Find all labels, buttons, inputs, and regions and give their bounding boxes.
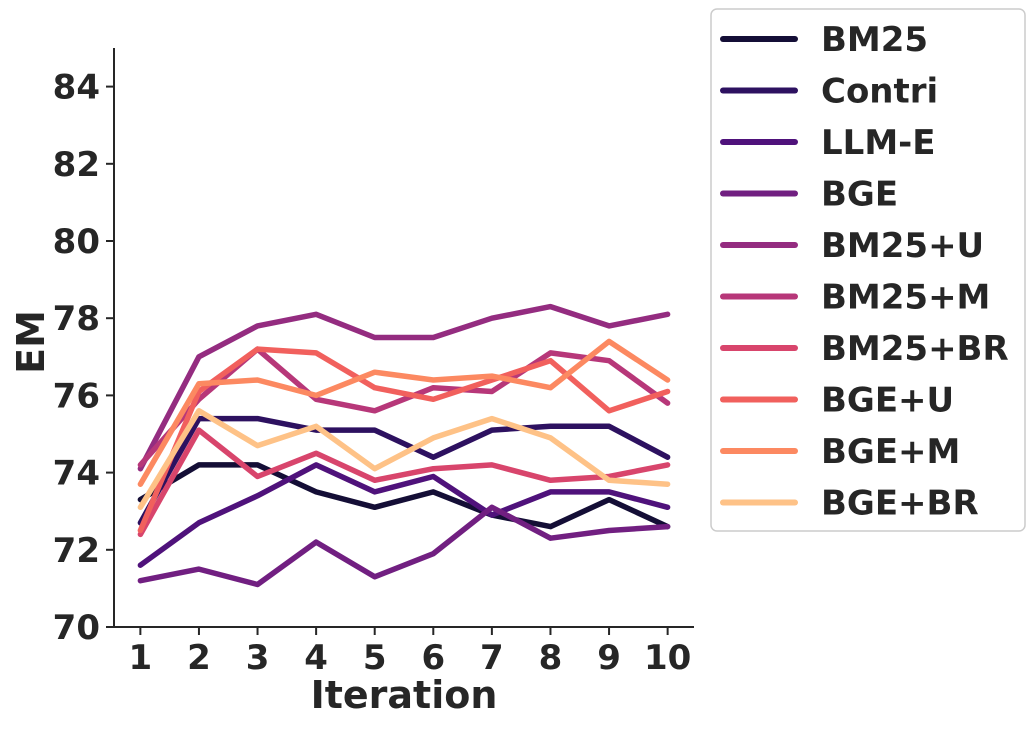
legend-label-bm25: BM25 bbox=[821, 20, 928, 60]
legend-label-contri: Contri bbox=[821, 72, 938, 112]
series-line-bm25-plus-m bbox=[137, 346, 671, 468]
x-tick-label: 9 bbox=[597, 638, 621, 678]
series-line-bge bbox=[137, 504, 671, 588]
x-tick-label: 7 bbox=[480, 638, 504, 678]
legend-label-bge-plus-m: BGE+M bbox=[821, 432, 960, 472]
x-tick-label: 2 bbox=[187, 638, 211, 678]
x-tick-label: 6 bbox=[421, 638, 445, 678]
y-tick-label: 70 bbox=[53, 608, 100, 648]
series-line-bm25-plus-br bbox=[137, 427, 671, 538]
series-line-contri bbox=[137, 415, 671, 526]
y-tick-label: 76 bbox=[53, 376, 100, 416]
y-tick-label: 74 bbox=[53, 454, 100, 494]
x-tick-label: 10 bbox=[644, 638, 691, 678]
x-tick-label: 3 bbox=[246, 638, 270, 678]
x-tick-label: 1 bbox=[129, 638, 153, 678]
legend-label-bge-plus-u: BGE+U bbox=[821, 381, 954, 421]
legend: BM25 Contri LLM-E BGE BM25+U BM25+M BM25+BR BGE… bbox=[710, 8, 1026, 532]
y-tick-label: 78 bbox=[53, 299, 100, 339]
series-line-bm25 bbox=[137, 462, 671, 530]
legend-label-bm25-plus-u: BM25+U bbox=[821, 226, 984, 266]
y-tick-label: 80 bbox=[53, 222, 100, 262]
y-axis-title: EM bbox=[9, 310, 53, 374]
series-line-bge-plus-u bbox=[137, 346, 671, 534]
x-tick-label: 8 bbox=[539, 638, 563, 678]
legend-label-llm-e: LLM-E bbox=[821, 123, 936, 163]
legend-label-bm25-plus-m: BM25+M bbox=[821, 278, 990, 318]
legend-label-bge: BGE bbox=[821, 175, 898, 215]
x-tick-label: 5 bbox=[363, 638, 387, 678]
series-line-bge-plus-m bbox=[137, 338, 671, 487]
legend-label-bge-plus-br: BGE+BR bbox=[821, 484, 979, 524]
x-axis-title: Iteration bbox=[311, 673, 498, 717]
series-lines bbox=[137, 303, 671, 588]
legend-label-bm25-plus-br: BM25+BR bbox=[821, 329, 1009, 369]
series-line-bm25-plus-u bbox=[137, 303, 671, 472]
y-tick-label: 84 bbox=[53, 68, 100, 108]
x-tick-label: 4 bbox=[304, 638, 328, 678]
y-tick-label: 82 bbox=[53, 145, 100, 185]
series-line-bge-plus-br bbox=[137, 408, 671, 511]
y-tick-label: 72 bbox=[53, 531, 100, 571]
series-line-llm-e bbox=[137, 462, 671, 568]
